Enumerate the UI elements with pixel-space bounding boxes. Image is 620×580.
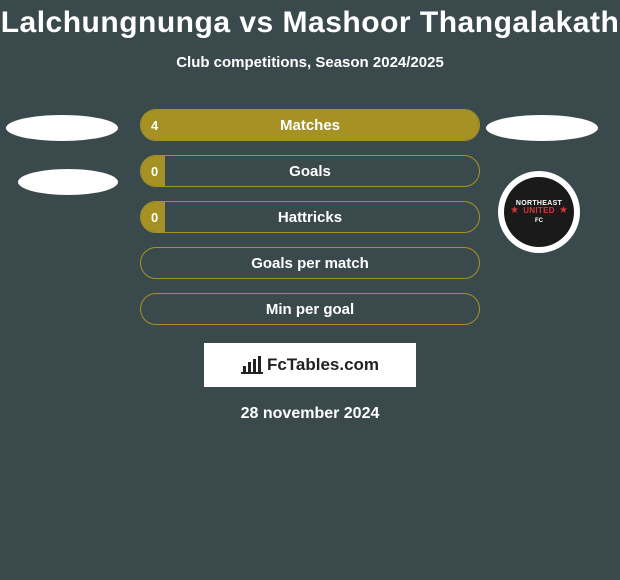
bar-row: Min per goal [140, 293, 480, 325]
bar-row: 0 Hattricks [140, 201, 480, 233]
bar-label: Matches [141, 110, 479, 140]
branding-box: FcTables.com [204, 343, 416, 387]
bar-label: Goals per match [141, 248, 479, 278]
bar-row: 4 Matches [140, 109, 480, 141]
content-root: Lalchungnunga vs Mashoor Thangalakath Cl… [0, 0, 620, 580]
left-oval-2 [18, 169, 118, 195]
date-label: 28 november 2024 [0, 405, 620, 423]
subtitle: Club competitions, Season 2024/2025 [0, 54, 620, 71]
bar-label: Hattricks [141, 202, 479, 232]
crest-text-fc: FC [535, 218, 543, 224]
bar-label: Min per goal [141, 294, 479, 324]
crest-text-mid: UNITED [523, 207, 555, 216]
left-oval-1 [6, 115, 118, 141]
right-oval-1 [486, 115, 598, 141]
page-title: Lalchungnunga vs Mashoor Thangalakath [0, 0, 620, 40]
club-crest: ★ ★ NORTHEAST UNITED FC [504, 177, 574, 247]
bar-label: Goals [141, 156, 479, 186]
comparison-bars: ★ ★ NORTHEAST UNITED FC 4 Matches 0 Goal… [0, 109, 620, 325]
bar-row: Goals per match [140, 247, 480, 279]
club-badge: ★ ★ NORTHEAST UNITED FC [498, 171, 580, 253]
crest-star-right: ★ [559, 205, 568, 216]
crest-star-left: ★ [510, 205, 519, 216]
branding-text: FcTables.com [267, 355, 379, 375]
bar-row: 0 Goals [140, 155, 480, 187]
chart-icon [241, 356, 263, 374]
